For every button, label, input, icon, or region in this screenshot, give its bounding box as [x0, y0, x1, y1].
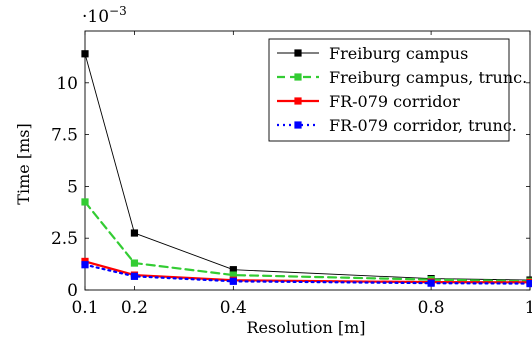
data-point: [81, 198, 89, 206]
legend-swatch-marker: [294, 97, 302, 105]
data-point: [81, 261, 89, 269]
y-axis-scale-label: ·10−3: [82, 4, 127, 27]
y-scale-base: ·10: [82, 7, 109, 27]
data-point: [130, 259, 139, 267]
legend-swatch-marker: [294, 49, 302, 57]
legend-item: Freiburg campus: [277, 44, 468, 63]
legend-label: Freiburg campus: [329, 44, 468, 63]
data-point: [229, 271, 237, 279]
data-point: [526, 279, 532, 288]
x-tick-label: 0.1: [71, 298, 98, 318]
y-tick-label: 7.5: [51, 126, 78, 146]
y-axis: 0 2.5 5 7.5 10: [51, 74, 530, 301]
legend-label: FR-079 corridor, trunc.: [329, 116, 517, 135]
x-axis-label: Resolution [m]: [246, 318, 365, 337]
y-axis-label: Time [ms]: [14, 123, 33, 204]
data-point: [229, 277, 237, 285]
x-tick-label: 1: [525, 298, 532, 318]
y-tick-label: 10: [56, 74, 78, 94]
legend-label: Freiburg campus, trunc.: [329, 68, 527, 87]
y-tick-label: 5: [67, 177, 78, 197]
legend-swatch-marker: [294, 73, 302, 81]
legend-item: FR-079 corridor: [277, 92, 460, 111]
series-4: [81, 261, 532, 288]
series-layer: [81, 50, 532, 288]
legend-swatch-marker: [294, 121, 302, 129]
y-tick-label: 2.5: [51, 229, 78, 249]
plot-frame: [84, 30, 531, 291]
x-tick-label: 0.8: [418, 298, 445, 318]
data-point: [130, 272, 139, 280]
x-tick-label: 0.4: [220, 298, 247, 318]
data-point: [229, 266, 237, 274]
legend-item: FR-079 corridor, trunc.: [277, 116, 517, 135]
data-point: [81, 50, 89, 58]
y-scale-exponent: −3: [109, 4, 127, 18]
y-tick-label: 0: [67, 281, 78, 301]
legend: Freiburg campus Freiburg campus, trunc. FR…: [268, 38, 527, 142]
series-line: [83, 200, 532, 283]
series-2: [81, 198, 532, 285]
plot-area-border: [84, 30, 531, 291]
x-tick-label: 0.2: [121, 298, 148, 318]
legend-label: FR-079 corridor: [329, 92, 460, 111]
data-point: [427, 279, 435, 287]
x-axis: 0.1 0.2 0.4 0.8 1: [71, 31, 532, 318]
data-point: [130, 229, 139, 237]
legend-item: Freiburg campus, trunc.: [277, 68, 527, 87]
